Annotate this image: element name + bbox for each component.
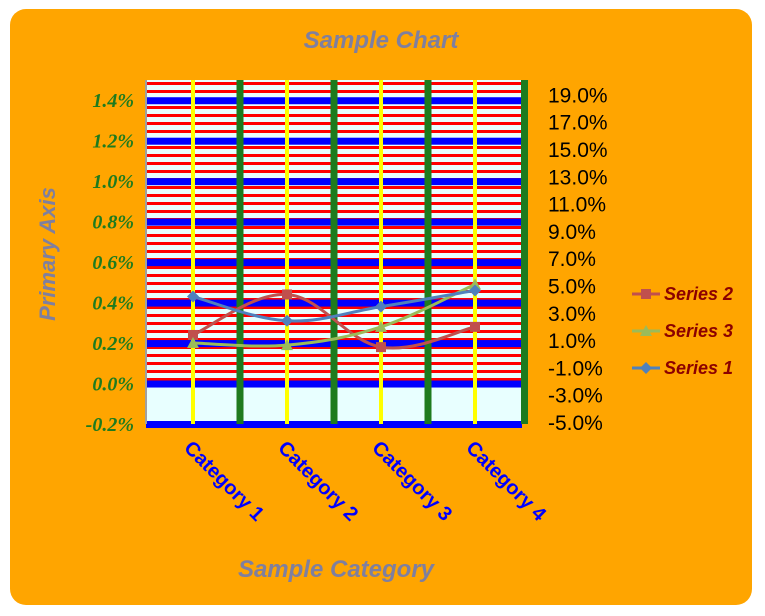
legend-entry: Series 2 [632,284,733,304]
vertical-gridline [473,80,477,424]
major-gridline [146,421,522,428]
vertical-gridline [191,80,195,424]
series-point [469,284,481,297]
primary-tick-label: 0.2% [92,333,134,355]
series-point [281,339,293,351]
series-point [282,289,292,300]
primary-tick-label: 1.4% [92,90,134,112]
secondary-tick-label: 5.0% [548,276,596,299]
secondary-tick-label: -3.0% [548,385,603,408]
series-point [470,321,480,332]
legend-label: Series 2 [664,284,733,304]
legend-marker [640,362,652,374]
series-3 [187,284,481,327]
series-point [281,314,293,327]
series-2 [187,278,481,351]
secondary-tick-label: -1.0% [548,357,603,380]
series-point [187,337,199,349]
primary-tick-label: 0.6% [92,252,134,274]
gridlines [145,80,528,428]
category-labels: Category 1 Category 2 Category 3 Category 4 [179,437,550,526]
legend-label: Series 1 [664,358,733,378]
left-axis-line [145,80,147,424]
secondary-tick-label: 7.0% [548,248,596,271]
secondary-tick-label: 19.0% [548,84,608,107]
chart-title: Sample Chart [304,27,460,54]
category-label: Category 2 [273,437,362,526]
series-point [375,320,387,332]
series-point [187,290,199,303]
series-point [469,278,481,290]
series-1 [188,289,480,353]
chart-svg: Sample Chart Primary Axis Sample Categor… [35,27,733,583]
primary-tick-label: 0.0% [92,374,134,396]
category-separator [236,80,244,424]
category-label: Category 4 [461,437,550,526]
secondary-tick-label: 11.0% [548,194,606,217]
series-line [192,288,476,323]
secondary-tick-label: 1.0% [548,330,596,353]
category-separator [424,80,432,424]
series-layer [187,278,481,353]
secondary-tick-label: 13.0% [548,166,608,189]
x-axis-title: Sample Category [238,556,436,583]
secondary-tick-label: 3.0% [548,303,596,326]
legend: Series 2 Series 3 Series 1 [632,284,733,378]
secondary-tick-label: 9.0% [548,221,596,244]
chart-frame: Sample Chart Primary Axis Sample Categor… [10,9,752,605]
secondary-tick-label: 17.0% [548,112,608,135]
series-line [192,283,476,348]
right-axis-line [521,80,528,424]
secondary-axis-ticks: -5.0% -3.0% -1.0% 1.0% 3.0% 5.0% 7.0% 9.0% 11.0%… [548,84,608,435]
vertical-gridline [285,80,289,424]
primary-tick-label: 0.8% [92,212,134,234]
secondary-tick-label: 15.0% [548,139,608,162]
series-point [188,329,198,340]
legend-marker [641,289,651,299]
legend-entry: Series 3 [632,321,733,341]
y-axis-title: Primary Axis [35,187,60,321]
category-label: Category 3 [367,437,456,526]
primary-tick-label: 1.0% [92,171,134,193]
primary-axis-ticks: -0.2% 0.0% 0.2% 0.4% 0.6% 0.8% 1.0% 1.2% 1.4% [86,90,134,436]
primary-tick-label: 0.4% [92,293,134,315]
legend-entry: Series 1 [632,358,733,378]
series-line [192,292,476,350]
vertical-gridline [379,80,383,424]
secondary-tick-label: -5.0% [548,412,603,435]
series-point [375,300,387,313]
category-label: Category 1 [179,437,268,526]
primary-tick-label: -0.2% [86,414,134,436]
series-point [376,342,386,353]
legend-label: Series 3 [664,321,733,341]
category-separator [330,80,338,424]
primary-tick-label: 1.2% [92,131,134,153]
legend-marker [640,325,652,336]
